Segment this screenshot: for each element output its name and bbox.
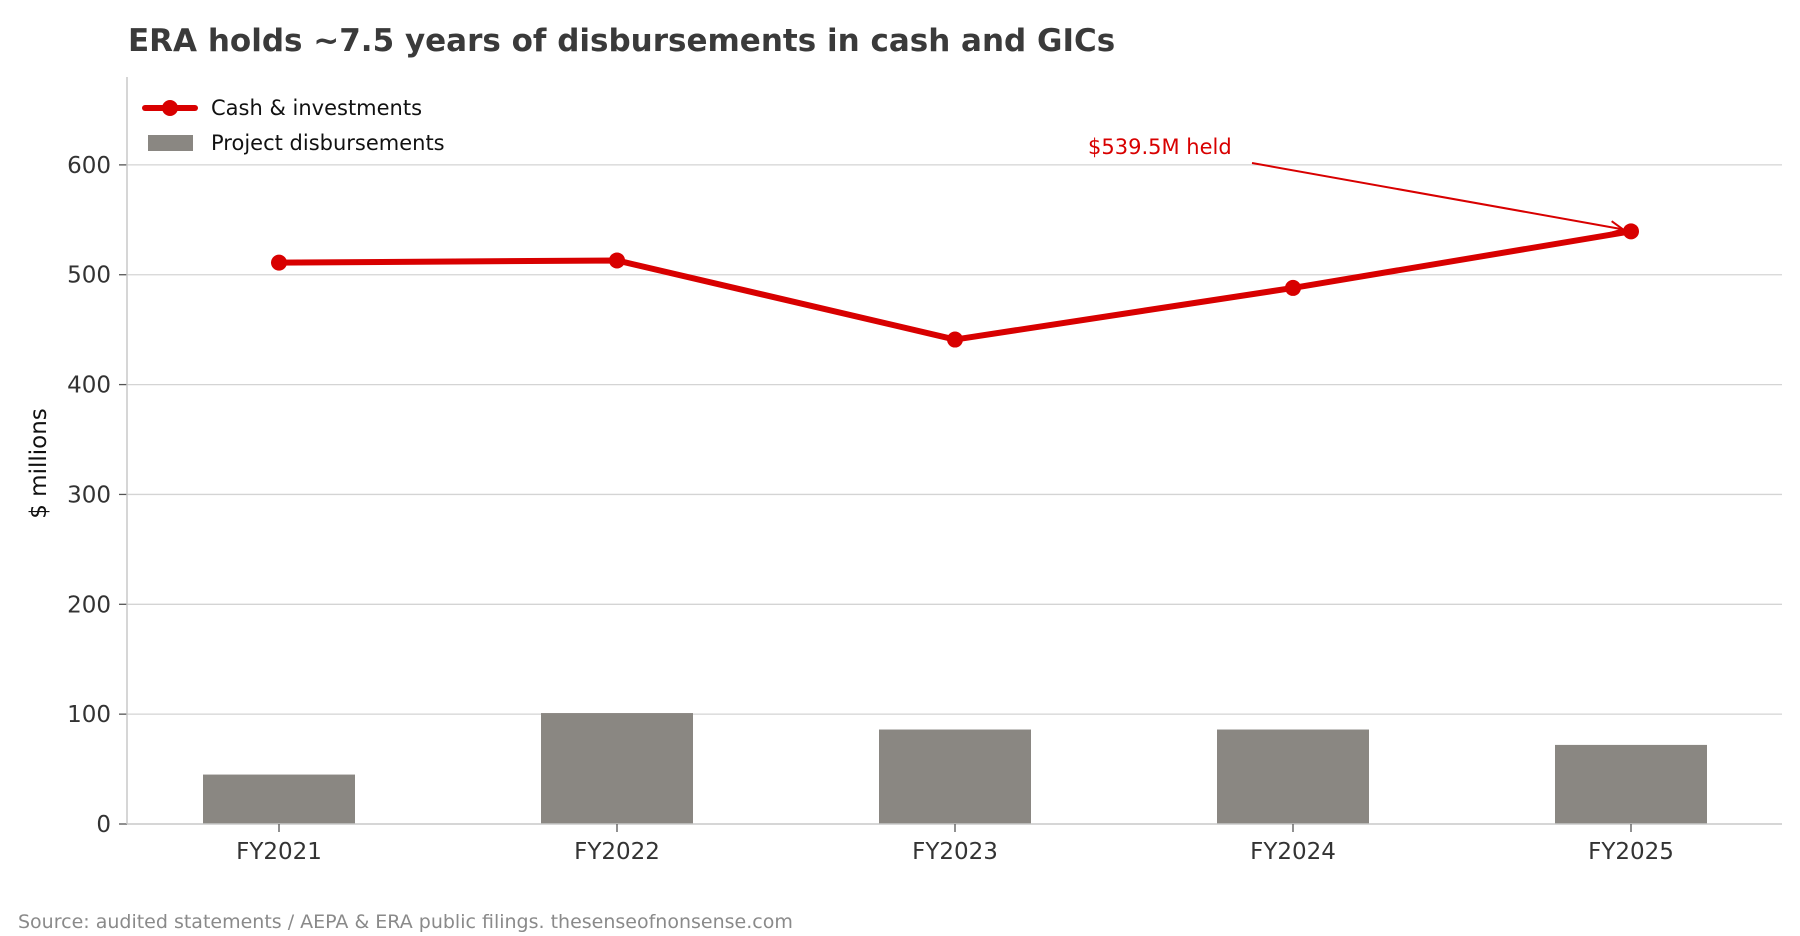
bar-fy2025 bbox=[1555, 744, 1707, 824]
source-note: Source: audited statements / AEPA & ERA … bbox=[18, 911, 793, 933]
bar-fy2021 bbox=[203, 774, 355, 824]
legend-label-cash-investments: Cash & investments bbox=[211, 96, 422, 120]
y-tick-label: 400 bbox=[67, 373, 111, 399]
cash-investments-line bbox=[276, 228, 1634, 343]
point-fy2021 bbox=[271, 254, 287, 271]
bar-series bbox=[203, 713, 1707, 824]
x-tick-label: FY2021 bbox=[236, 839, 322, 865]
annotation-label: $539.5M held bbox=[1088, 135, 1232, 159]
y-axis-label: $ millions bbox=[26, 408, 52, 519]
legend: Cash & investments Project disbursements bbox=[142, 96, 445, 155]
annotation: $539.5M held bbox=[1088, 135, 1626, 235]
x-tick-label: FY2025 bbox=[1588, 839, 1674, 865]
y-tick-label: 300 bbox=[67, 482, 111, 508]
legend-label-project-disbursements: Project disbursements bbox=[211, 131, 445, 155]
legend-handle-bar bbox=[148, 135, 193, 151]
y-tick-label: 600 bbox=[67, 153, 111, 179]
x-tick-label: FY2022 bbox=[574, 839, 660, 865]
bar-fy2024 bbox=[1217, 729, 1369, 824]
point-fy2023 bbox=[947, 331, 963, 348]
chart-title: ERA holds ~7.5 years of disbursements in… bbox=[128, 23, 1115, 59]
point-fy2022 bbox=[609, 252, 625, 269]
point-fy2025 bbox=[1623, 223, 1639, 240]
bar-fy2022 bbox=[541, 713, 693, 824]
bar-fy2023 bbox=[879, 729, 1031, 824]
point-fy2024 bbox=[1285, 279, 1301, 296]
y-tick-label: 100 bbox=[67, 702, 111, 728]
annotation-arrowhead bbox=[1609, 220, 1626, 235]
grid-lines bbox=[127, 164, 1782, 715]
line-series bbox=[271, 223, 1639, 348]
y-tick-label: 200 bbox=[67, 592, 111, 618]
x-tick-label: FY2024 bbox=[1250, 839, 1336, 865]
y-tick-label: 500 bbox=[67, 263, 111, 289]
axes: 0 100 200 300 400 500 600 FY2021 FY2022 FY2023 FY2… bbox=[67, 77, 1782, 865]
x-tick-label: FY2023 bbox=[912, 839, 998, 865]
legend-handle-marker bbox=[162, 100, 178, 116]
y-tick-label: 0 bbox=[96, 812, 111, 838]
annotation-arrow bbox=[1251, 162, 1624, 231]
